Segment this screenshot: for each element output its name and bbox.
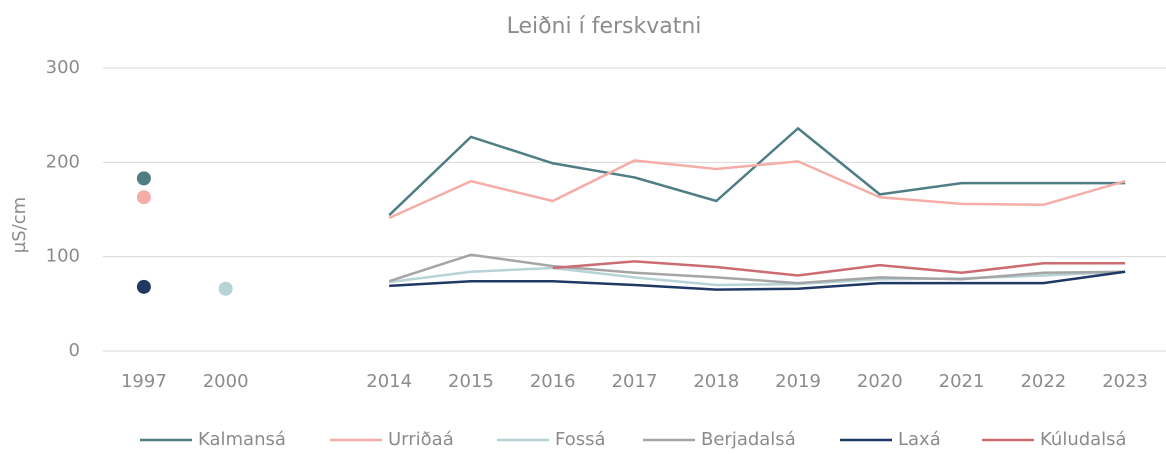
y-tick-label: 200 xyxy=(46,151,80,172)
point xyxy=(136,279,151,294)
line xyxy=(388,126,1126,217)
legend-label: Kúludalsá xyxy=(1040,429,1127,450)
x-tick-label: 2020 xyxy=(857,371,903,392)
legend-label: Fossá xyxy=(555,429,606,450)
line xyxy=(552,260,1126,277)
legend-label: Berjadalsá xyxy=(701,429,796,450)
x-tick-label: 2021 xyxy=(939,371,985,392)
x-tick-label: 1997 xyxy=(121,371,167,392)
x-tick-label: 2023 xyxy=(1102,371,1148,392)
y-tick-label: 100 xyxy=(46,246,80,267)
legend-label: Kalmansá xyxy=(198,429,286,450)
y-axis-label: µS/cm xyxy=(9,197,30,253)
x-tick-label: 2019 xyxy=(775,371,821,392)
point xyxy=(136,171,151,186)
x-tick-label: 2016 xyxy=(530,371,576,392)
legend-label: Urriðaá xyxy=(388,429,454,450)
line xyxy=(388,159,1126,220)
x-tick-label: 2017 xyxy=(612,371,658,392)
x-tick-label: 2014 xyxy=(366,371,412,392)
legend-label: Laxá xyxy=(898,429,941,450)
x-tick-label: 2022 xyxy=(1020,371,1066,392)
x-tick-label: 2018 xyxy=(693,371,739,392)
line xyxy=(389,270,1126,291)
x-tick-label: 2000 xyxy=(203,371,249,392)
x-tick-label: 2015 xyxy=(448,371,494,392)
y-tick-label: 300 xyxy=(46,57,80,78)
y-tick-label: 0 xyxy=(69,340,80,361)
point xyxy=(218,281,233,296)
line xyxy=(388,253,1126,285)
point xyxy=(136,190,151,205)
chart-title: Leiðni í ferskvatni xyxy=(507,14,702,39)
